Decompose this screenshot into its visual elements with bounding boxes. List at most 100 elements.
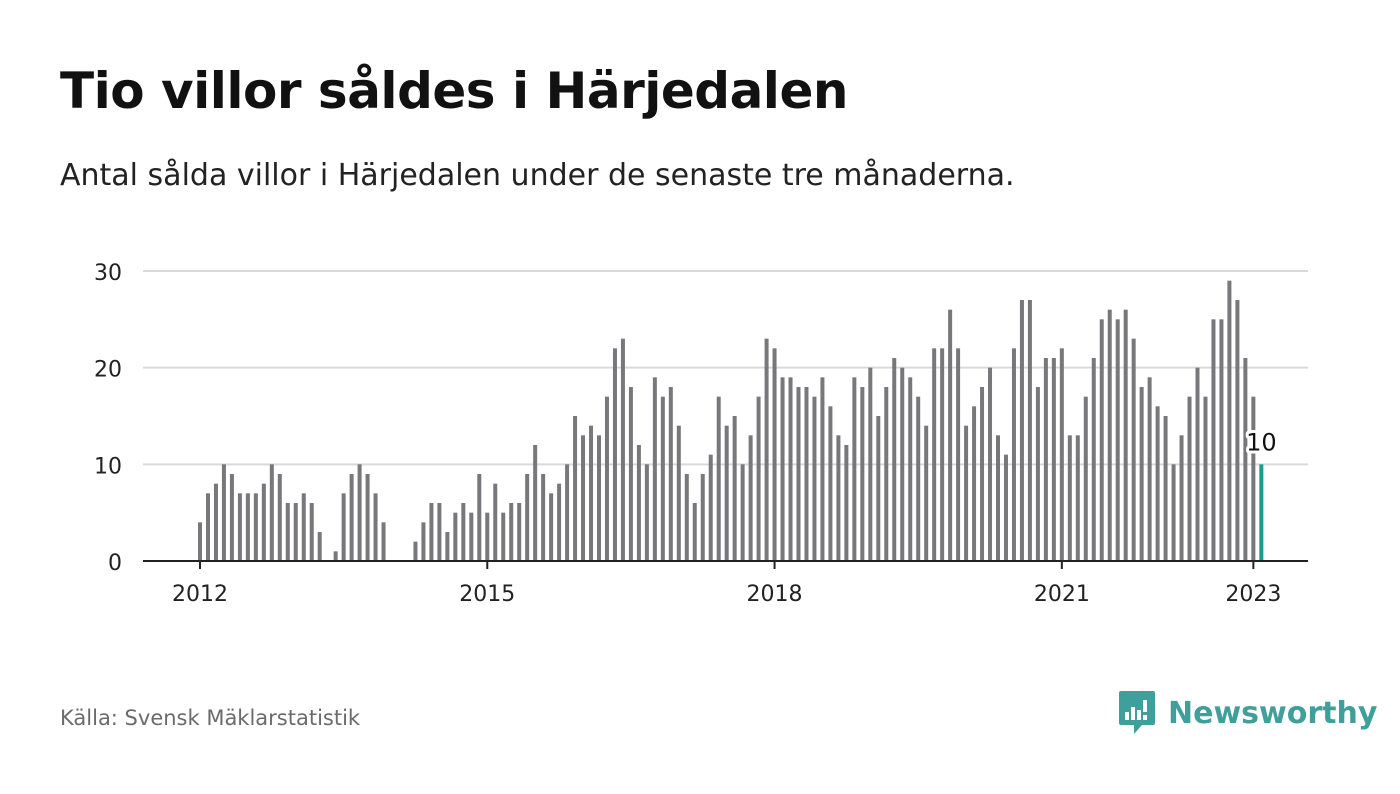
bar bbox=[1227, 280, 1232, 561]
bar bbox=[453, 512, 458, 561]
bar bbox=[269, 464, 274, 561]
source-note: Källa: Svensk Mäklarstatistik bbox=[60, 706, 361, 730]
bar bbox=[1027, 300, 1032, 561]
bar bbox=[285, 503, 290, 561]
chart-subtitle: Antal sålda villor i Härjedalen under de… bbox=[60, 158, 1015, 193]
bar bbox=[493, 483, 498, 561]
bar bbox=[812, 396, 817, 561]
bar bbox=[301, 493, 306, 561]
bar bbox=[205, 493, 210, 561]
bar bbox=[469, 512, 474, 561]
y-tick-label: 0 bbox=[108, 551, 122, 576]
bar bbox=[1067, 435, 1072, 561]
bar bbox=[724, 425, 729, 561]
bar bbox=[1163, 416, 1168, 561]
bar bbox=[221, 464, 226, 561]
y-axis-ticks: 0 10 20 30 bbox=[94, 261, 122, 576]
bar bbox=[788, 377, 793, 561]
bar bbox=[557, 483, 562, 561]
bar bbox=[1003, 454, 1008, 561]
bar bbox=[924, 425, 929, 561]
bar bbox=[413, 541, 418, 561]
bar bbox=[445, 532, 450, 561]
bar bbox=[652, 377, 657, 561]
bar bbox=[1051, 358, 1056, 561]
bar bbox=[1019, 300, 1024, 561]
bar bbox=[373, 493, 378, 561]
bar bbox=[1139, 387, 1144, 561]
bar bbox=[573, 416, 578, 561]
bar bbox=[213, 483, 218, 561]
bar bbox=[636, 445, 641, 561]
newsworthy-logo-icon bbox=[1119, 691, 1155, 734]
bar bbox=[477, 474, 482, 561]
bar bbox=[1251, 396, 1256, 561]
bars bbox=[143, 280, 1308, 562]
bar bbox=[589, 425, 594, 561]
bar bbox=[892, 358, 897, 561]
bar bbox=[198, 522, 202, 561]
bar bbox=[349, 474, 354, 561]
bar bbox=[948, 309, 953, 561]
data-labels: 10 bbox=[1243, 425, 1280, 459]
brand[interactable]: Newsworthy bbox=[1118, 690, 1377, 736]
bar bbox=[549, 493, 554, 561]
bar bbox=[660, 396, 665, 561]
bar bbox=[1099, 319, 1104, 561]
bar bbox=[908, 377, 913, 561]
bar bbox=[333, 551, 338, 561]
bar bbox=[1235, 300, 1240, 561]
bar bbox=[796, 387, 801, 561]
bar bbox=[844, 445, 849, 561]
bar bbox=[1059, 348, 1064, 561]
bar bbox=[700, 474, 705, 561]
bar-chart: 0 10 20 30 2012 2015 2018 2021 2023 10 bbox=[94, 261, 1308, 607]
x-tick-label: 2018 bbox=[747, 582, 803, 607]
bar bbox=[277, 474, 282, 561]
bar bbox=[1123, 309, 1128, 561]
bar bbox=[429, 503, 434, 561]
bar bbox=[868, 367, 873, 561]
bar bbox=[365, 474, 370, 561]
bar bbox=[1075, 435, 1080, 561]
bar bbox=[804, 387, 809, 561]
bar bbox=[772, 348, 777, 561]
bar bbox=[604, 396, 609, 561]
bar bbox=[884, 387, 889, 561]
y-tick-label: 20 bbox=[94, 358, 122, 383]
brand-name: Newsworthy bbox=[1168, 695, 1378, 731]
x-tick-label: 2021 bbox=[1034, 582, 1090, 607]
bar bbox=[1107, 309, 1112, 561]
highlight-value-label: 10 bbox=[1246, 428, 1277, 456]
bar bbox=[716, 396, 721, 561]
bar bbox=[1115, 319, 1120, 561]
bar bbox=[237, 493, 242, 561]
bar bbox=[1179, 435, 1184, 561]
bar bbox=[525, 474, 530, 561]
bar bbox=[1043, 358, 1048, 561]
x-axis-ticks: 2012 2015 2018 2021 2023 bbox=[172, 561, 1281, 607]
bar bbox=[317, 532, 322, 561]
x-tick-label: 2012 bbox=[172, 582, 228, 607]
bar bbox=[612, 348, 617, 561]
bar bbox=[828, 406, 833, 561]
bar bbox=[381, 522, 386, 561]
bar bbox=[421, 522, 426, 561]
bar bbox=[253, 493, 258, 561]
bar bbox=[956, 348, 961, 561]
bar bbox=[1195, 367, 1200, 561]
bar bbox=[541, 474, 546, 561]
bar bbox=[820, 377, 825, 561]
bar bbox=[485, 512, 490, 561]
bar bbox=[1155, 406, 1160, 561]
bar bbox=[988, 367, 993, 561]
bar bbox=[533, 445, 538, 561]
bar bbox=[437, 503, 442, 561]
bar bbox=[293, 503, 298, 561]
bar bbox=[972, 406, 977, 561]
bar bbox=[628, 387, 633, 561]
bar bbox=[341, 493, 346, 561]
bar bbox=[517, 503, 522, 561]
bar bbox=[684, 474, 689, 561]
bar bbox=[876, 416, 881, 561]
